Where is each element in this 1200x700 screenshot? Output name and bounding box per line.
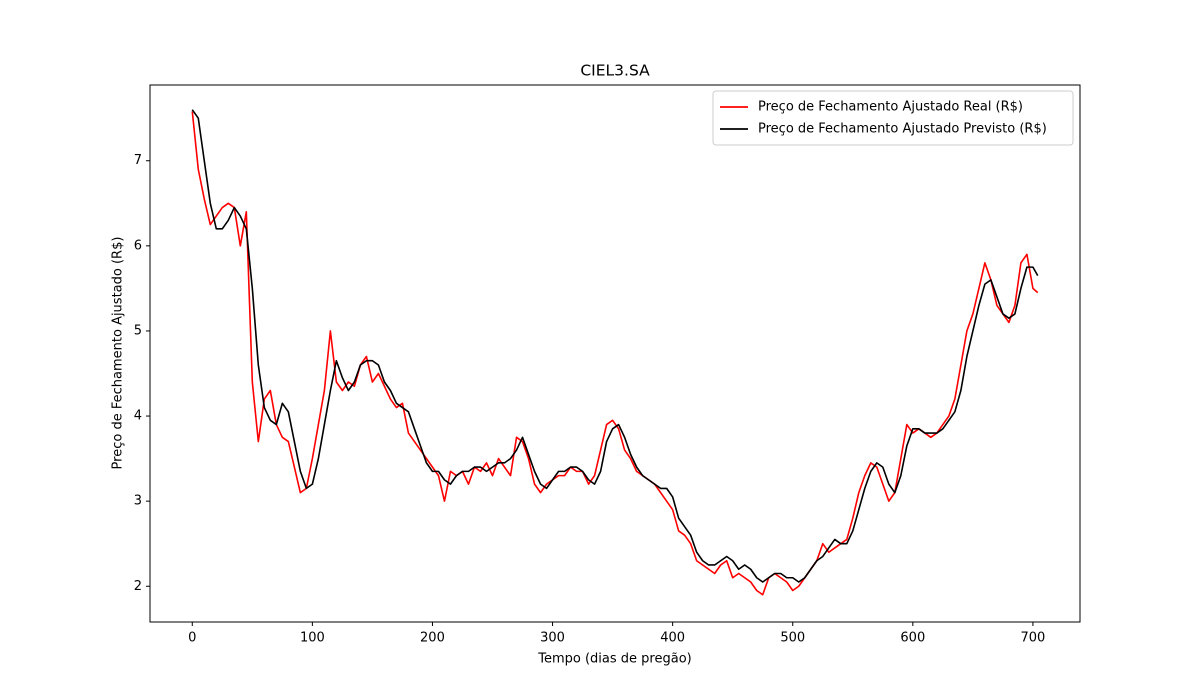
y-tick-label: 6 xyxy=(134,238,142,253)
plot-frame xyxy=(149,84,1081,623)
legend-label: Preço de Fechamento Ajustado Real (R$) xyxy=(758,100,1023,115)
y-axis-label: Preço de Fechamento Ajustado (R$) xyxy=(111,237,126,470)
y-tick-label: 7 xyxy=(134,153,142,168)
y-tick-label: 4 xyxy=(134,409,142,424)
x-tick-label: 0 xyxy=(188,631,196,646)
y-tick-label: 2 xyxy=(134,579,142,594)
x-tick-label: 300 xyxy=(540,631,565,646)
x-tick-label: 400 xyxy=(660,631,685,646)
y-tick-label: 5 xyxy=(134,323,142,338)
series-line xyxy=(191,111,1039,596)
x-tick-label: 100 xyxy=(300,631,325,646)
x-tick-label: 500 xyxy=(780,631,805,646)
series-line xyxy=(191,109,1039,583)
x-tick-label: 200 xyxy=(420,631,445,646)
y-tick-label: 3 xyxy=(134,494,142,509)
x-axis-label: Tempo (dias de pregão) xyxy=(537,652,691,667)
chart-title: CIEL3.SA xyxy=(580,62,650,80)
legend-label: Preço de Fechamento Ajustado Previsto (R… xyxy=(758,122,1047,137)
x-tick-label: 700 xyxy=(1021,631,1046,646)
x-tick-label: 600 xyxy=(900,631,925,646)
legend-box xyxy=(712,90,1074,146)
